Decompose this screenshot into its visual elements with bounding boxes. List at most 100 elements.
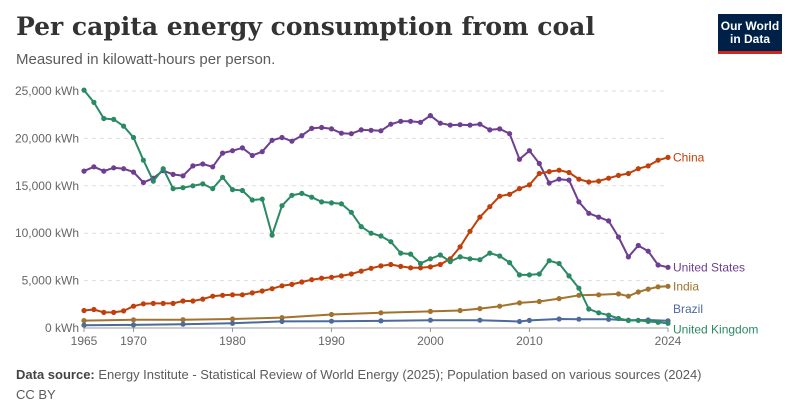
data-point: [625, 317, 632, 323]
x-tick-label: 2024: [655, 334, 682, 348]
data-point: [279, 315, 285, 321]
data-point: [566, 177, 572, 183]
page-subtitle: Measured in kilowatt-hours per person.: [16, 51, 276, 68]
data-point: [526, 148, 533, 154]
data-point: [635, 242, 641, 249]
data-point: [388, 239, 394, 245]
data-point: [269, 286, 275, 292]
data-point: [210, 186, 216, 192]
data-point: [576, 292, 582, 298]
series-line: [83, 285, 669, 322]
data-point: [289, 281, 295, 287]
data-point: [606, 312, 612, 318]
license[interactable]: CC BY: [16, 387, 56, 402]
data-point: [427, 256, 433, 262]
data-point: [467, 256, 473, 262]
data-point: [130, 303, 137, 309]
data-point: [180, 173, 186, 179]
data-point: [388, 121, 394, 127]
data-point: [279, 134, 285, 141]
x-tick-label: 1990: [318, 334, 345, 348]
page-title: Per capita energy consumption from coal: [16, 12, 595, 41]
data-point: [249, 197, 255, 203]
data-point: [398, 263, 404, 269]
data-point: [279, 283, 285, 289]
data-point: [665, 320, 671, 326]
data-point: [487, 250, 493, 256]
data-point: [81, 307, 87, 314]
source-label: Data source:: [16, 367, 95, 382]
data-point: [249, 290, 255, 296]
data-point: [477, 257, 483, 263]
data-point: [239, 187, 245, 194]
data-point: [408, 265, 414, 271]
data-point: [625, 254, 632, 260]
data-point: [457, 254, 463, 260]
source-text[interactable]: Energy Institute - Statistical Review of…: [98, 367, 702, 382]
data-point: [338, 130, 344, 136]
data-source: Data source: Energy Institute - Statisti…: [16, 365, 702, 385]
data-point: [497, 253, 503, 259]
data-point: [507, 191, 513, 197]
data-point: [200, 161, 206, 167]
data-point: [249, 152, 255, 159]
data-point: [536, 298, 542, 305]
data-point: [378, 233, 384, 239]
data-point: [180, 317, 186, 323]
data-point: [338, 273, 344, 279]
data-point: [625, 170, 632, 177]
y-tick-label: 25,000 kWh: [15, 84, 79, 98]
data-point: [536, 271, 542, 277]
data-point: [586, 306, 592, 312]
data-point: [309, 277, 315, 283]
data-point: [150, 300, 156, 306]
data-point: [546, 180, 552, 186]
data-point: [170, 300, 176, 306]
data-point: [170, 171, 176, 177]
data-point: [417, 260, 424, 267]
data-point: [378, 318, 384, 324]
data-point: [309, 194, 315, 200]
data-point: [665, 283, 671, 289]
data-point: [180, 185, 186, 191]
data-point: [229, 316, 236, 322]
data-point: [299, 279, 305, 285]
data-point: [497, 303, 503, 309]
data-point: [536, 160, 542, 167]
data-point: [586, 210, 592, 216]
x-tick-label: 1965: [71, 334, 98, 348]
data-point: [655, 157, 661, 163]
data-point: [447, 259, 453, 265]
data-point: [121, 308, 127, 314]
data-point: [408, 251, 414, 257]
data-point: [279, 318, 285, 324]
data-point: [328, 318, 335, 324]
data-point: [655, 284, 661, 290]
data-point: [447, 122, 453, 128]
data-point: [140, 179, 146, 186]
data-point: [180, 298, 186, 304]
y-tick-label: 15,000 kWh: [15, 179, 79, 193]
data-point: [497, 193, 503, 199]
series-label: United Kingdom: [673, 322, 758, 336]
x-tick-label: 1980: [219, 334, 246, 348]
data-point: [408, 118, 414, 124]
data-point: [487, 127, 493, 133]
data-point: [576, 199, 582, 205]
data-point: [180, 321, 186, 327]
data-point: [615, 315, 622, 322]
logo-line-1: Our World: [720, 18, 780, 33]
data-point: [546, 258, 552, 264]
data-point: [220, 292, 226, 298]
data-point: [516, 156, 523, 162]
data-point: [457, 307, 463, 314]
data-point: [210, 293, 216, 299]
data-point: [556, 176, 562, 182]
data-point: [477, 121, 483, 127]
data-point: [319, 275, 325, 281]
data-point: [596, 310, 602, 316]
owid-logo[interactable]: Our World in Data: [718, 14, 782, 54]
series-label: India: [673, 279, 699, 293]
data-point: [229, 292, 236, 298]
data-point: [635, 317, 641, 323]
